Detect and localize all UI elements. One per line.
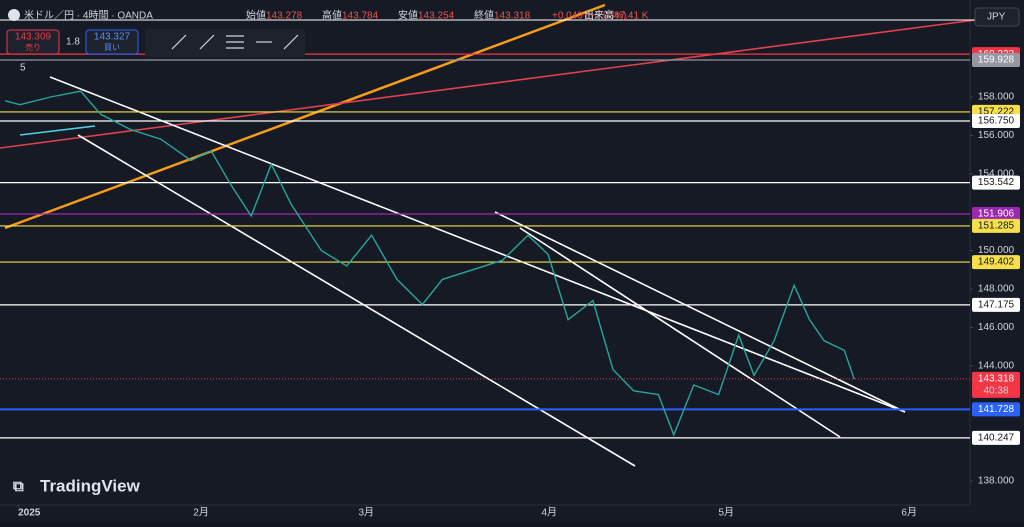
sell-button[interactable] bbox=[6, 29, 60, 55]
indicator-count[interactable]: 5 bbox=[20, 63, 26, 74]
currency-button[interactable] bbox=[974, 7, 1020, 27]
price-label-box bbox=[972, 175, 1020, 190]
price-label-box bbox=[972, 371, 1020, 398]
channel-line bbox=[77, 134, 636, 467]
buy-label[interactable]: 買い bbox=[104, 43, 120, 52]
y-tick-label: 150.000 bbox=[978, 245, 1015, 256]
price-label-box bbox=[972, 218, 1020, 233]
price-label: 143.318 bbox=[978, 374, 1015, 385]
volume-name: 出来高 bbox=[584, 9, 614, 22]
x-tick-label: 5月 bbox=[718, 507, 734, 519]
price-label-box bbox=[972, 207, 1020, 222]
symbol-icon bbox=[8, 9, 20, 21]
drawings bbox=[0, 3, 976, 467]
price-label-box bbox=[972, 402, 1020, 417]
channel-line bbox=[519, 227, 841, 438]
toolbar-icons[interactable] bbox=[171, 34, 299, 50]
brand: TradingView bbox=[40, 476, 141, 495]
spread: 1.8 bbox=[66, 37, 80, 48]
price-label: 140.247 bbox=[978, 432, 1015, 443]
brand-logo: ⧉ bbox=[13, 478, 24, 495]
ohlc-value: 143.318 bbox=[494, 11, 531, 22]
ohlc-name: 始値 bbox=[246, 9, 266, 22]
countdown: 40:38 bbox=[983, 386, 1008, 397]
price-label-box bbox=[972, 255, 1020, 270]
price-label: 151.906 bbox=[978, 209, 1015, 220]
ohlc-legend: 始値 143.278 高値 143.784 安値 143.254 終値 143.318 bbox=[246, 9, 531, 22]
y-tick-label: 144.000 bbox=[978, 360, 1015, 371]
y-tick-label: 146.000 bbox=[978, 322, 1015, 333]
price-line bbox=[4, 90, 855, 437]
change: +0.040 (+0.03%) bbox=[552, 11, 627, 22]
volume: 47.41 K bbox=[614, 11, 649, 22]
x-tick-label: 4月 bbox=[541, 507, 557, 519]
drawing-toolbar bbox=[145, 29, 305, 57]
price-label-box bbox=[972, 113, 1020, 128]
channel-line bbox=[494, 211, 906, 413]
buy-button[interactable] bbox=[85, 29, 139, 55]
y-tick-label: 148.000 bbox=[978, 284, 1015, 295]
x-tick-label: 6月 bbox=[901, 507, 917, 519]
price-label-box bbox=[972, 430, 1020, 445]
chart-title: 米ドル／円 · 4時間 · OANDA bbox=[24, 9, 153, 22]
price-label: 149.402 bbox=[978, 257, 1015, 268]
ohlc-value: 143.278 bbox=[266, 11, 303, 22]
y-tick-label: 138.000 bbox=[978, 476, 1015, 487]
trend-line bbox=[19, 125, 96, 136]
ohlc-value: 143.784 bbox=[342, 11, 379, 22]
price-label: 159.928 bbox=[978, 55, 1015, 66]
price-label: 151.285 bbox=[978, 221, 1015, 232]
price-label: 156.750 bbox=[978, 116, 1015, 127]
price-label: 153.542 bbox=[978, 177, 1015, 188]
y-tick-label: 156.000 bbox=[978, 130, 1015, 141]
buy-price[interactable]: 143.327 bbox=[94, 32, 131, 43]
price-label: 157.222 bbox=[978, 107, 1015, 118]
ohlc-name: 終値 bbox=[474, 9, 494, 22]
ohlc-value: 143.254 bbox=[418, 11, 455, 22]
price-label-box bbox=[972, 297, 1020, 312]
y-tick-label: 154.000 bbox=[978, 168, 1015, 179]
x-tick-label: 3月 bbox=[359, 507, 375, 519]
price-label-box bbox=[972, 52, 1020, 67]
channel-line bbox=[49, 76, 906, 413]
trend-line bbox=[4, 3, 606, 230]
currency[interactable]: JPY bbox=[987, 12, 1006, 23]
ohlc-name: 安値 bbox=[398, 9, 418, 22]
sell-price[interactable]: 143.309 bbox=[15, 32, 52, 43]
sell-label[interactable]: 売り bbox=[25, 42, 41, 52]
price-label: 147.175 bbox=[978, 299, 1015, 310]
x-tick-label: 2月 bbox=[193, 507, 209, 519]
price-label: 141.728 bbox=[978, 404, 1015, 415]
x-tick-label: 2025 bbox=[18, 508, 41, 519]
ohlc-name: 高値 bbox=[322, 9, 342, 22]
y-tick-label: 158.000 bbox=[978, 92, 1015, 103]
trend-line bbox=[0, 19, 976, 149]
